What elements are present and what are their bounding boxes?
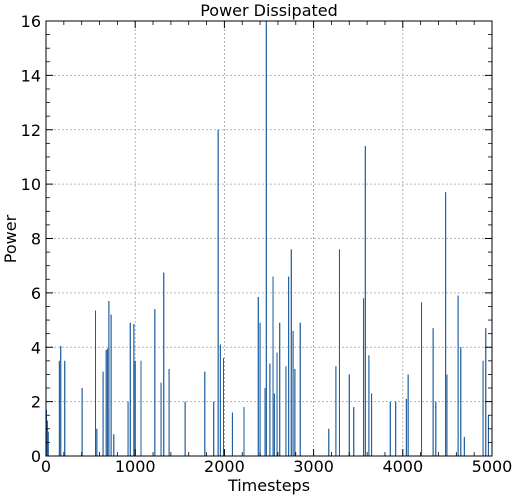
plot-frame (45, 20, 493, 457)
x-tick-label: 0 (41, 457, 51, 476)
y-tick-label: 14 (21, 66, 41, 85)
x-tick-label: 2000 (204, 457, 245, 476)
x-tick-label: 5000 (472, 457, 513, 476)
x-axis-label: Timesteps (227, 476, 310, 495)
axis-ticks (45, 20, 493, 457)
y-tick-label: 16 (21, 12, 41, 31)
y-tick-label: 4 (31, 338, 41, 357)
x-tick-label: 4000 (382, 457, 423, 476)
series-power (45, 21, 492, 457)
y-tick-label: 10 (21, 175, 41, 194)
y-axis-label: Power (1, 214, 20, 263)
y-axis-tick-labels: 0 2 4 6 8 10 12 14 16 (21, 12, 41, 466)
chart-title: Power Dissipated (200, 1, 338, 20)
y-tick-label: 0 (31, 447, 41, 466)
y-tick-label: 6 (31, 284, 41, 303)
x-tick-label: 3000 (293, 457, 334, 476)
x-tick-label: 1000 (115, 457, 156, 476)
y-tick-label: 8 (31, 230, 41, 249)
x-axis-tick-labels: 0 1000 2000 3000 4000 5000 (41, 457, 512, 476)
y-tick-label: 12 (21, 121, 41, 140)
series-line (45, 21, 492, 457)
grid-lines (46, 21, 492, 456)
y-tick-label: 2 (31, 393, 41, 412)
